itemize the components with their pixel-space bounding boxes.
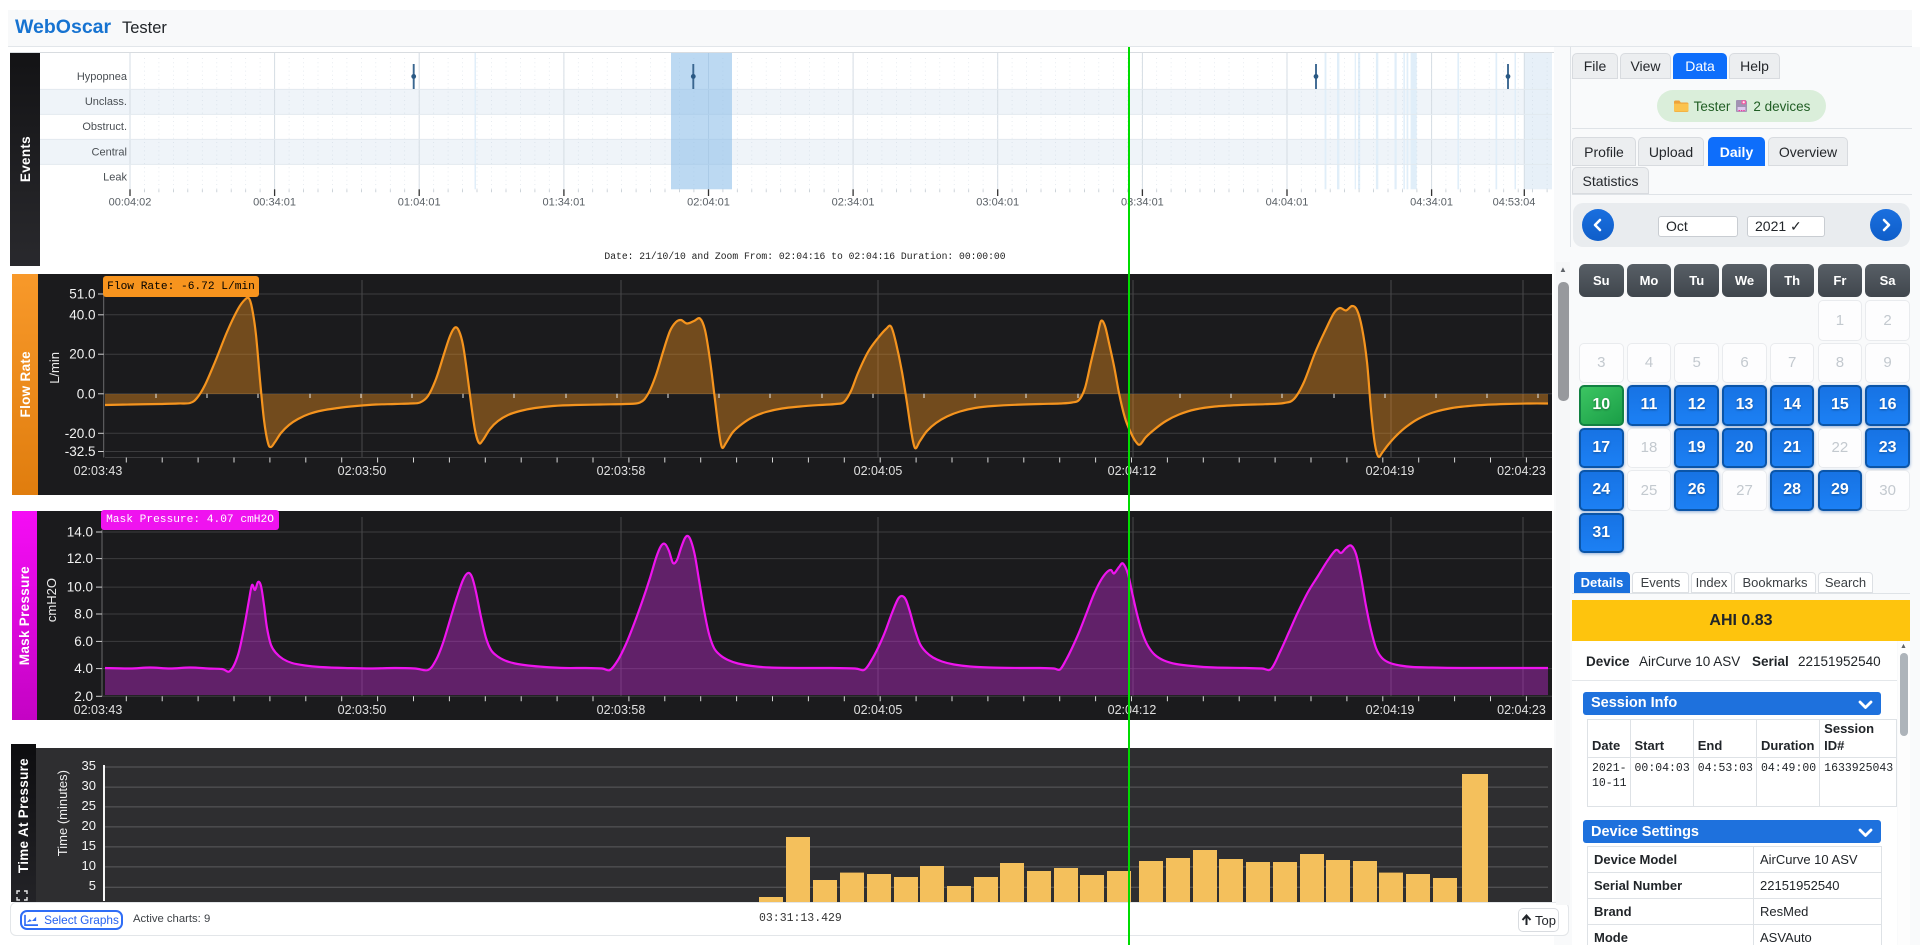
- svg-text:6.0: 6.0: [74, 634, 93, 649]
- svg-text:30: 30: [82, 778, 96, 793]
- svg-text:20: 20: [82, 818, 96, 833]
- svg-text:Central: Central: [92, 147, 127, 159]
- svg-text:02:03:50: 02:03:50: [338, 464, 387, 478]
- svg-text:04:53:04: 04:53:04: [1493, 197, 1536, 209]
- svg-text:Leak: Leak: [103, 172, 127, 184]
- svg-text:8.0: 8.0: [74, 607, 93, 622]
- svg-text:03:04:01: 03:04:01: [976, 197, 1019, 209]
- svg-text:10.0: 10.0: [67, 580, 93, 595]
- svg-text:20.0: 20.0: [69, 347, 95, 362]
- svg-text:2.0: 2.0: [74, 689, 93, 704]
- svg-text:51.0: 51.0: [69, 287, 95, 302]
- svg-text:15: 15: [82, 838, 96, 853]
- svg-text:02:04:19: 02:04:19: [1366, 464, 1415, 478]
- svg-text:40.0: 40.0: [69, 307, 95, 322]
- svg-text:00:04:02: 00:04:02: [109, 197, 152, 209]
- svg-text:04:04:01: 04:04:01: [1266, 197, 1309, 209]
- svg-text:02:04:12: 02:04:12: [1108, 703, 1157, 717]
- svg-text:02:03:50: 02:03:50: [338, 703, 387, 717]
- svg-text:25: 25: [82, 798, 96, 813]
- svg-text:00:34:01: 00:34:01: [253, 197, 296, 209]
- svg-text:02:03:43: 02:03:43: [74, 464, 123, 478]
- svg-text:02:04:23: 02:04:23: [1497, 464, 1546, 478]
- svg-text:Unclass.: Unclass.: [85, 96, 127, 108]
- svg-text:02:03:58: 02:03:58: [597, 464, 646, 478]
- svg-text:02:04:05: 02:04:05: [854, 464, 903, 478]
- svg-text:14.0: 14.0: [67, 525, 93, 540]
- svg-text:02:04:19: 02:04:19: [1366, 703, 1415, 717]
- svg-text:02:04:12: 02:04:12: [1108, 464, 1157, 478]
- svg-text:01:04:01: 01:04:01: [398, 197, 441, 209]
- svg-text:03:34:01: 03:34:01: [1121, 197, 1164, 209]
- svg-text:0.0: 0.0: [77, 386, 96, 401]
- svg-text:01:34:01: 01:34:01: [542, 197, 585, 209]
- svg-text:10: 10: [82, 858, 96, 873]
- svg-text:12.0: 12.0: [67, 551, 93, 566]
- svg-text:Hypopnea: Hypopnea: [77, 71, 128, 83]
- svg-text:02:04:05: 02:04:05: [854, 703, 903, 717]
- svg-text:-32.5: -32.5: [65, 444, 96, 459]
- svg-text:4.0: 4.0: [74, 661, 93, 676]
- svg-text:04:34:01: 04:34:01: [1410, 197, 1453, 209]
- svg-text:02:03:43: 02:03:43: [74, 703, 123, 717]
- svg-text:02:34:01: 02:34:01: [832, 197, 875, 209]
- svg-text:Obstruct.: Obstruct.: [82, 121, 127, 133]
- svg-text:02:04:01: 02:04:01: [687, 197, 730, 209]
- svg-text:-20.0: -20.0: [65, 426, 96, 441]
- svg-text:02:04:23: 02:04:23: [1497, 703, 1546, 717]
- svg-text:35: 35: [82, 758, 96, 773]
- svg-text:5: 5: [89, 878, 96, 893]
- svg-text:02:03:58: 02:03:58: [597, 703, 646, 717]
